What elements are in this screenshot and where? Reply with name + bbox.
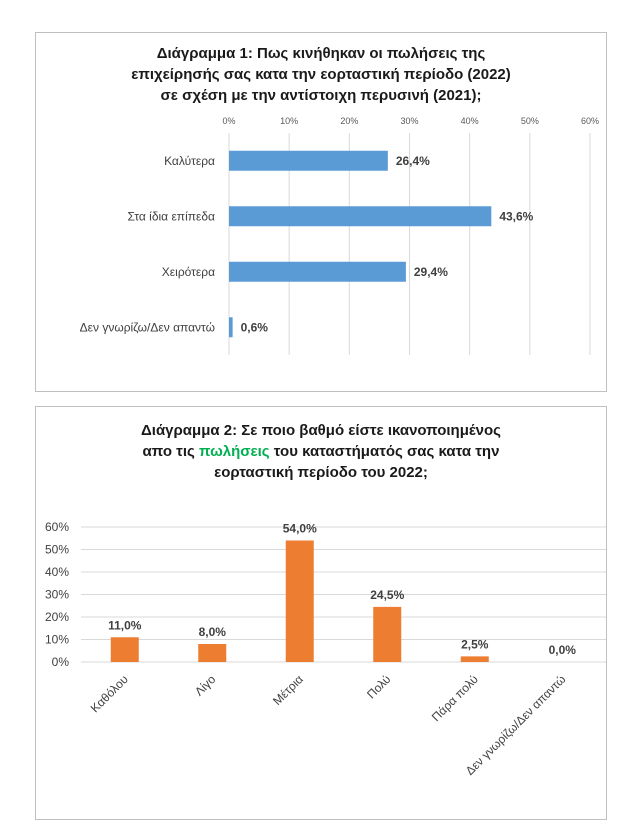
chart-1-plot: 0% 10% 20% 30% 40% 50% 60% Καλύτερα 26,4% Στα ίδι… — [80, 116, 599, 355]
chart-2-panel: Διάγραμμα 2: Σε ποιο βαθμό είστε ικανοπο… — [35, 406, 607, 820]
y-tick-label: 40% — [45, 565, 69, 579]
category-label: Δεν γνωρίζω/Δεν απαντώ — [80, 320, 215, 334]
chart-2-title-line-1: Διάγραμμα 2: Σε ποιο βαθμό είστε ικανοπο… — [141, 422, 501, 439]
bar — [110, 637, 139, 662]
chart-2-title-line-2b: του καταστήματός σας κατα την — [269, 443, 500, 460]
chart-2-title: Διάγραμμα 2: Σε ποιο βαθμό είστε ικανοπο… — [36, 420, 606, 483]
x-tick-label: 30% — [400, 116, 418, 126]
chart-1-title-line-3: σε σχέση με την αντίστοιχη περυσινή (202… — [160, 87, 482, 104]
bar — [229, 261, 406, 282]
data-label: 24,5% — [370, 588, 404, 602]
x-tick-label: 50% — [521, 116, 539, 126]
y-tick-label: 10% — [45, 633, 69, 647]
x-tick-label: 10% — [280, 116, 298, 126]
x-tick-label: Πάρα πολύ — [429, 672, 481, 724]
chart-2-title-line-2: απο τις πωλήσεις του καταστήματός σας κα… — [36, 441, 606, 462]
category-label: Χειρότερα — [162, 265, 215, 279]
y-tick-label: 0% — [52, 655, 70, 669]
x-tick-label: Μέτρια — [270, 672, 306, 708]
data-label: 0,6% — [241, 320, 269, 334]
x-tick-label: Λίγο — [192, 672, 219, 699]
chart-2-title-highlight: πωλήσεις — [199, 443, 270, 460]
chart-1-title-line-2: επιχείρησής σας κατα την εορταστική περί… — [131, 66, 511, 83]
chart-2-title-line-2a: απο τις — [142, 443, 199, 460]
bar — [229, 150, 388, 171]
data-label: 2,5% — [461, 637, 489, 651]
bar — [285, 540, 314, 662]
bar — [460, 656, 489, 662]
data-label: 11,0% — [108, 618, 142, 632]
y-tick-label: 20% — [45, 610, 69, 624]
x-tick-label: Δεν γνωρίζω/Δεν απαντώ — [463, 672, 569, 778]
chart-2-title-line-3: εορταστική περίοδο του 2022; — [214, 464, 428, 481]
data-label: 29,4% — [414, 265, 448, 279]
chart-1-title-line-1: Διάγραμμα 1: Πως κινήθηκαν οι πωλήσεις τ… — [156, 45, 486, 62]
data-label: 8,0% — [199, 625, 227, 639]
category-label: Καλύτερα — [164, 154, 215, 168]
bar — [229, 206, 492, 227]
y-tick-label: 60% — [45, 520, 69, 534]
bar — [198, 644, 227, 662]
x-tick-label: 0% — [222, 116, 235, 126]
data-label: 43,6% — [499, 209, 533, 223]
x-tick-label: Καθόλου — [88, 672, 131, 715]
x-tick-label: 20% — [340, 116, 358, 126]
x-tick-label: Πολύ — [364, 672, 393, 701]
data-label: 0,0% — [549, 643, 577, 657]
category-label: Στα ίδια επίπεδα — [127, 209, 215, 223]
bar — [229, 317, 233, 338]
x-tick-label: 40% — [461, 116, 479, 126]
chart-1-panel: Διάγραμμα 1: Πως κινήθηκαν οι πωλήσεις τ… — [35, 32, 607, 392]
y-tick-label: 30% — [45, 588, 69, 602]
data-label: 54,0% — [283, 522, 317, 536]
x-tick-label: 60% — [581, 116, 599, 126]
bar — [373, 606, 402, 662]
chart-1-title: Διάγραμμα 1: Πως κινήθηκαν οι πωλήσεις τ… — [36, 43, 606, 106]
data-label: 26,4% — [396, 154, 430, 168]
y-tick-label: 50% — [45, 543, 69, 557]
chart-2-plot: 0% 10% 20% 30% 40% 50% 60% 11,0% Καθόλου 8,0% Λίγο… — [45, 520, 606, 778]
